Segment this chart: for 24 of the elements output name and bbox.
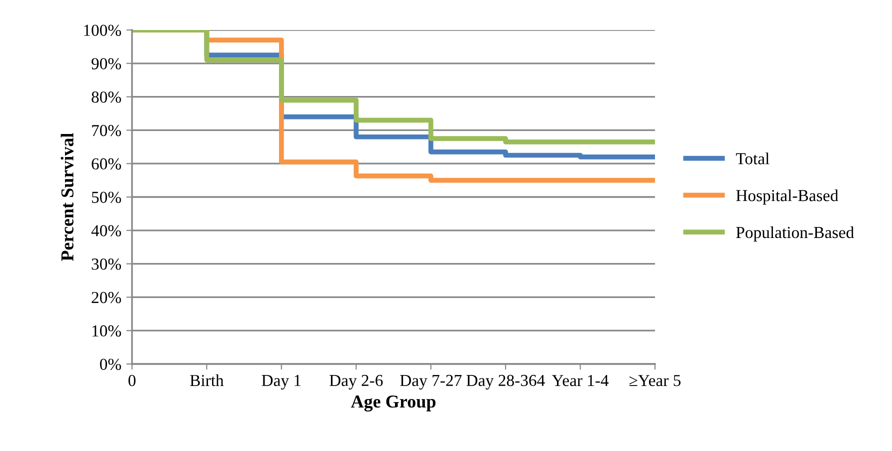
y-tick-label: 100% bbox=[84, 24, 122, 36]
y-tick-label: 10% bbox=[92, 325, 122, 337]
y-tick-label: 90% bbox=[92, 58, 122, 70]
x-tick-label: Birth bbox=[190, 374, 224, 386]
y-tick-label: 70% bbox=[92, 124, 122, 136]
x-tick-label: Year 1-4 bbox=[552, 374, 609, 386]
x-tick-label: Day 1 bbox=[262, 374, 301, 390]
legend-label: Total bbox=[736, 152, 770, 164]
y-tick-label: 60% bbox=[92, 158, 122, 170]
x-tick-label: 0 bbox=[128, 374, 136, 386]
x-tick-label: Day 28-364 bbox=[466, 374, 545, 390]
x-axis-title: Age Group bbox=[350, 396, 436, 412]
y-tick-label: 50% bbox=[92, 192, 122, 203]
y-axis-title: Percent Survival bbox=[60, 133, 74, 261]
legend-label: Hospital-Based bbox=[736, 189, 838, 205]
y-tick-label: 40% bbox=[91, 225, 122, 236]
y-tick-label: 80% bbox=[92, 92, 122, 103]
legend-label: Population-Based bbox=[736, 226, 854, 242]
y-tick-label: 0% bbox=[100, 358, 122, 370]
x-tick-label: Day 2-6 bbox=[330, 374, 383, 390]
y-tick-label: 30% bbox=[92, 258, 122, 270]
y-tick-label: 20% bbox=[92, 292, 122, 304]
x-tick-label: ≥Year 5 bbox=[630, 375, 681, 386]
x-tick-label: Day 7-27 bbox=[400, 374, 462, 390]
